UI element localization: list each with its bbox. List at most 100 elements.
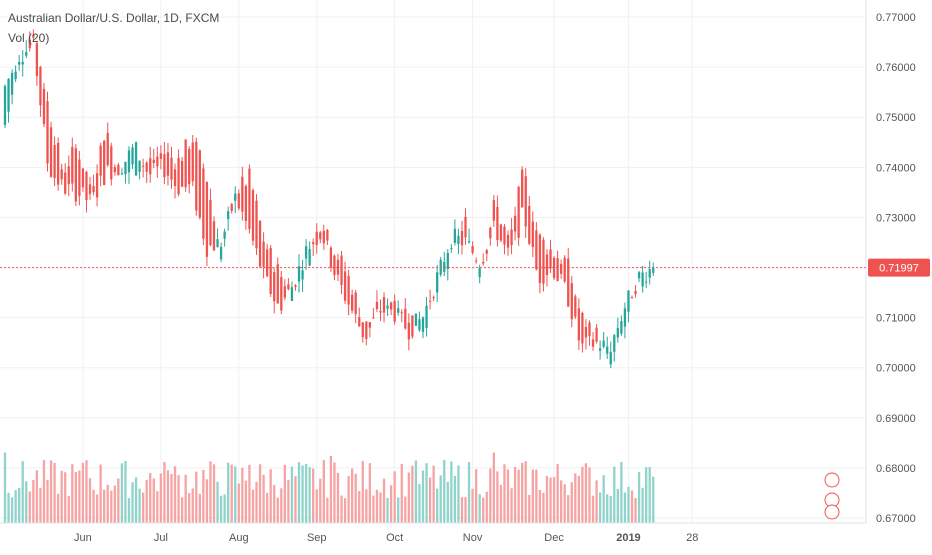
candle-body [166,152,170,176]
candle [471,241,474,255]
candle-body [428,300,432,302]
candle-body [124,161,127,175]
candle [411,315,414,339]
candle [492,195,495,227]
candle [421,316,425,339]
symbol-title: Australian Dollar/U.S. Dollar, 1D, FXCM [8,11,220,25]
candle [166,142,170,186]
candle [71,137,74,192]
volume-bar [124,460,127,523]
volume-bar [531,469,534,523]
candle [460,220,464,255]
candle-body [581,312,584,344]
candle-body [443,261,446,272]
volume-bar [613,466,616,523]
candle-body [517,186,520,238]
candle-body [485,250,488,254]
candle [584,319,588,350]
candle-body [251,190,255,241]
candle [457,228,460,255]
candle [32,29,35,41]
volume-bar [301,465,304,523]
candle [379,299,382,322]
volume-bar [471,488,474,523]
volume-bar [78,470,81,523]
candle [67,155,70,197]
candle [414,313,418,327]
volume-bar [482,497,485,523]
candle [163,141,166,185]
volume-bar [623,492,627,523]
candle-body [634,290,637,294]
volume-indicator-label[interactable]: Vol (20) [8,31,50,45]
candle [159,145,163,170]
candle [113,164,116,176]
volume-bar [616,488,619,523]
candle-body [319,232,322,240]
candle-body [297,266,301,282]
candle-body [574,296,577,317]
volume-bar [400,464,403,523]
candle-body [645,281,648,283]
candle-body [524,176,527,227]
candle [92,174,95,196]
volume-bar [191,488,194,523]
candle-body [209,199,212,246]
volume-bar [648,467,651,523]
candle [521,166,524,208]
volume-bar [329,455,333,523]
candle [513,206,517,241]
volume-bar [361,461,364,523]
candle-body [467,240,471,243]
volume-bar [145,479,148,523]
candle-body [457,235,460,244]
candle [35,41,39,86]
candle-body [652,267,655,273]
volume-bar [138,488,141,523]
candle [244,184,248,230]
candle [652,262,655,277]
volume-bar [453,475,457,523]
candle-body [482,261,485,264]
candle-body [14,71,17,80]
volume-bar [588,467,591,523]
candle-body [393,300,396,322]
candle-body [489,227,492,239]
candle-body [312,242,315,245]
candle-body [400,312,403,314]
volume-bar [467,462,471,523]
volume-bar [230,464,233,523]
candle [131,144,134,169]
candle [156,146,159,178]
candle-body [648,269,651,278]
candle [188,146,191,194]
candle-body [425,305,428,328]
candle [99,142,102,187]
candle-body [64,172,67,194]
candle-body [446,252,449,269]
candle-body [219,246,223,260]
candle [124,161,127,184]
event-flags[interactable] [824,472,840,520]
candle-body [173,169,177,187]
candle [432,295,435,302]
volume-bar [287,479,290,523]
candle [251,188,255,246]
volume-bar [517,469,520,523]
candle-body [602,340,605,347]
candle [531,211,534,258]
time-axis[interactable]: Jun Jul Aug Sep Oct Nov Dec 2019 28 [74,532,698,544]
volume-bar [32,479,35,523]
volume-bar [460,497,464,523]
candle [340,251,343,295]
volume-bar [255,481,258,523]
candles [3,29,655,369]
volume-bar [450,461,453,523]
candle [368,321,372,338]
price-tick-label: 0.74000 [876,162,916,174]
candle [382,292,386,323]
volume-bar [457,465,460,523]
candle [648,260,651,285]
